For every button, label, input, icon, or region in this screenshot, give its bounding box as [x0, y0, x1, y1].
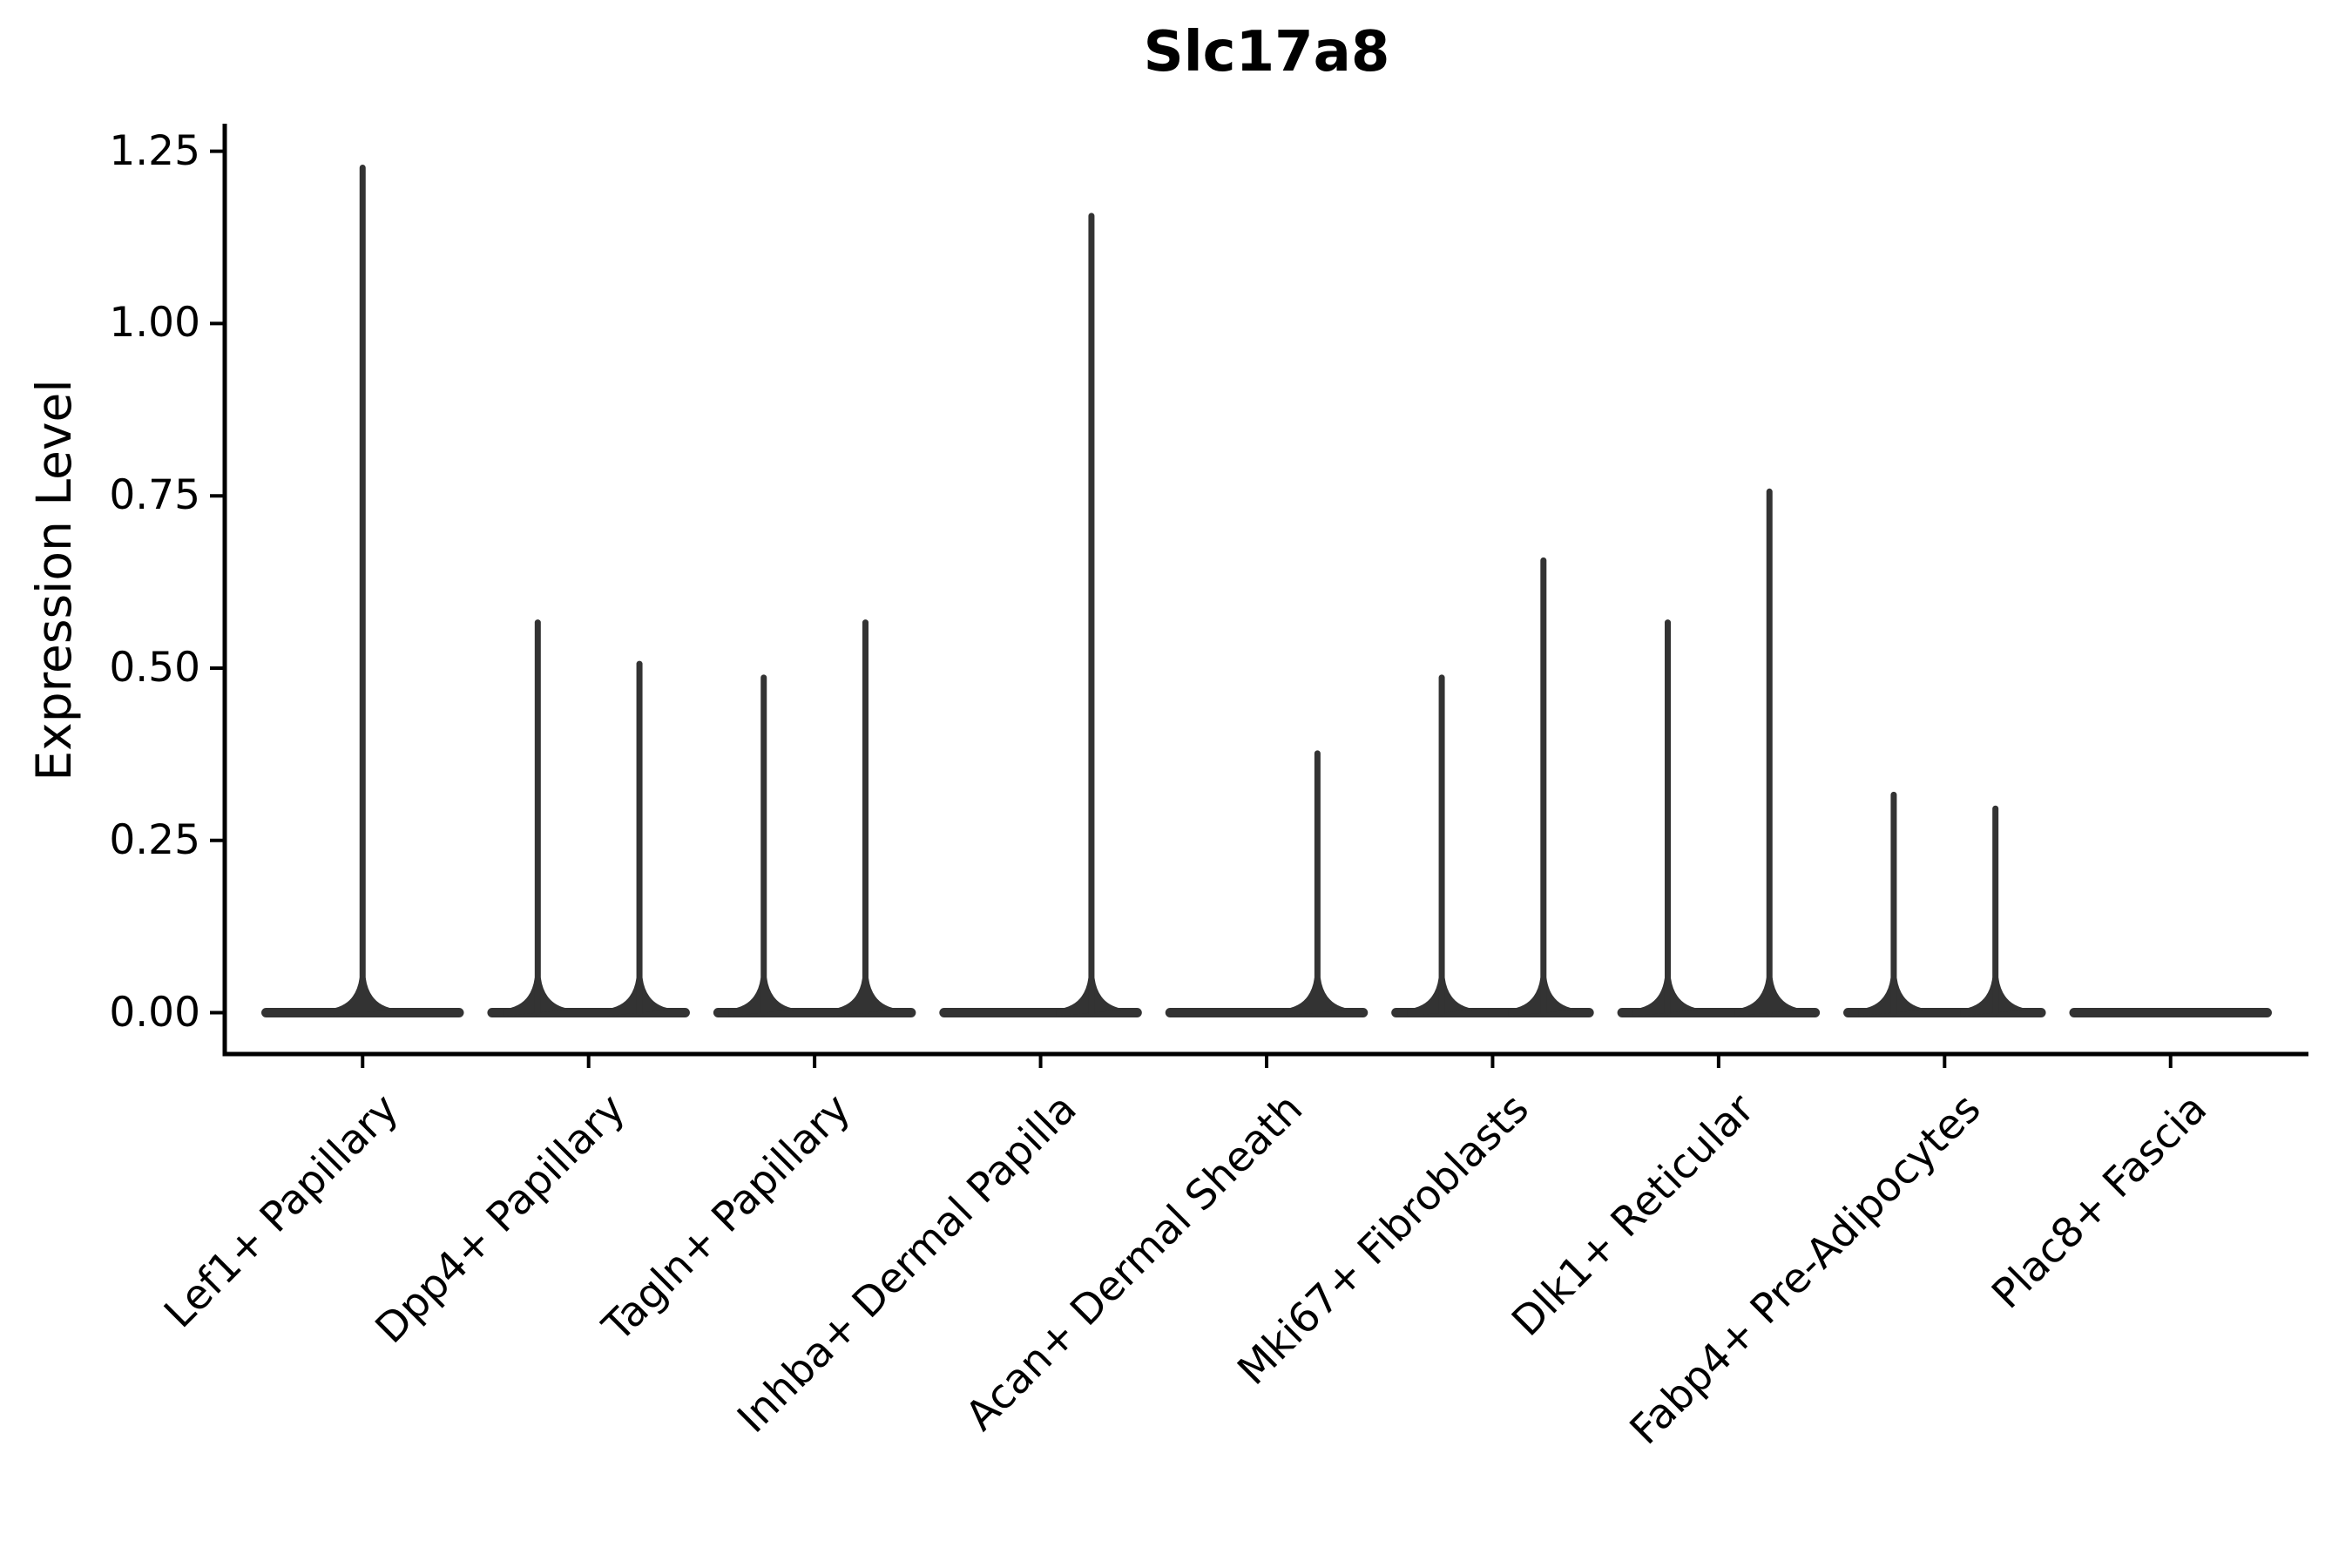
violin	[1391, 557, 1594, 1018]
violin	[261, 164, 464, 1018]
violin	[1617, 488, 1821, 1018]
violin	[939, 213, 1142, 1018]
y-tick-label: 1.25	[109, 126, 200, 175]
violin	[1165, 750, 1369, 1018]
chart-title: Slc17a8	[1143, 20, 1390, 84]
y-tick-label: 1.00	[109, 299, 200, 348]
y-tick-label: 0.75	[109, 471, 200, 520]
y-tick-label: 0.50	[109, 643, 200, 692]
violin	[713, 619, 916, 1018]
violin	[1843, 791, 2046, 1018]
violin	[487, 619, 690, 1018]
y-tick-label: 0.00	[109, 988, 200, 1037]
y-tick-label: 0.25	[109, 815, 200, 864]
